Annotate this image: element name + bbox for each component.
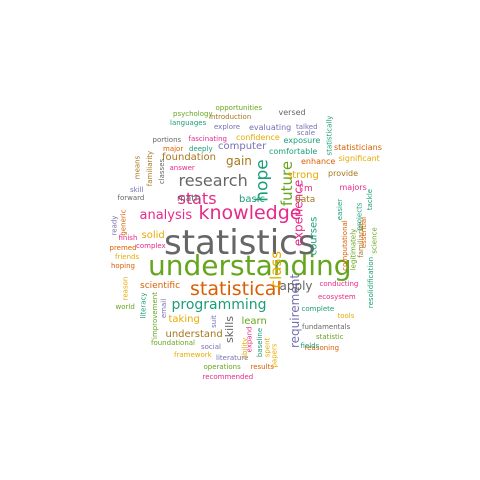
word: portions xyxy=(152,135,182,144)
word: fundamentals xyxy=(302,322,351,331)
word: computational xyxy=(340,219,349,271)
word: computer xyxy=(218,141,267,152)
word: programming xyxy=(171,297,267,313)
word: generic xyxy=(119,208,128,236)
word: friends xyxy=(115,252,140,261)
word: easier xyxy=(335,198,344,220)
word: tackle xyxy=(365,188,374,210)
word: confidence xyxy=(236,133,280,142)
word: solid xyxy=(141,230,165,241)
word: improvement xyxy=(150,291,159,339)
word: deeply xyxy=(189,144,213,153)
word: opportunities xyxy=(215,103,263,112)
word: framework xyxy=(174,350,212,359)
word: evaluating xyxy=(249,123,292,132)
word: premed xyxy=(109,243,137,252)
word: literacy xyxy=(139,291,148,319)
word: world xyxy=(115,302,135,311)
word: ability xyxy=(240,337,249,359)
word: resolidification xyxy=(366,256,375,308)
word: basic xyxy=(239,194,265,205)
word: understanding xyxy=(148,249,352,282)
word: math xyxy=(177,193,201,204)
word: statistic xyxy=(316,332,344,341)
word: psychology xyxy=(173,109,213,118)
word: conducting xyxy=(319,279,359,288)
word: stats xyxy=(177,189,217,208)
word: statistical xyxy=(190,277,282,300)
word: majors xyxy=(339,183,367,192)
word: reasoning xyxy=(304,343,340,352)
word: analysis xyxy=(139,207,193,223)
word: science xyxy=(370,226,379,254)
word: major xyxy=(163,144,184,153)
word: ready xyxy=(110,215,119,235)
word: research xyxy=(178,171,248,190)
word: papers xyxy=(270,342,279,368)
word: answer xyxy=(169,163,195,172)
word: finish xyxy=(118,233,138,242)
word: statisticians xyxy=(334,143,382,152)
word: skill xyxy=(130,185,144,194)
word: social xyxy=(201,342,221,351)
word: complete xyxy=(301,304,335,313)
word: operations xyxy=(203,362,241,371)
word: taking xyxy=(168,314,200,325)
word: languages xyxy=(170,118,207,127)
word: statistically xyxy=(325,115,334,155)
word: explore xyxy=(214,122,241,131)
word: results xyxy=(250,362,274,371)
word: fields xyxy=(300,341,320,350)
word: hoping xyxy=(111,261,135,270)
word: projects xyxy=(355,202,364,230)
word: foundation xyxy=(162,152,216,163)
word: recommended xyxy=(202,372,254,381)
word: complex xyxy=(136,241,166,250)
word: literature xyxy=(216,353,249,362)
word: gain xyxy=(226,154,252,168)
word: scale xyxy=(297,128,316,137)
word: tools xyxy=(337,311,355,320)
word: ecosystem xyxy=(318,292,356,301)
word: scientific xyxy=(140,280,181,291)
word: significant xyxy=(338,154,380,163)
word: understand xyxy=(165,329,223,340)
word: knowledge xyxy=(198,201,302,224)
word: strong xyxy=(287,170,319,181)
word: familiarity xyxy=(145,150,154,186)
word: apply xyxy=(279,279,313,293)
word: statistics xyxy=(164,223,316,263)
word: learn xyxy=(241,316,267,327)
word: courses xyxy=(307,216,319,256)
word: means xyxy=(133,155,142,179)
word: data xyxy=(295,194,316,205)
word: enhance xyxy=(301,157,336,166)
word: skills xyxy=(222,315,236,343)
word: forward xyxy=(117,193,145,202)
word: comfortable xyxy=(269,147,318,156)
word: provide xyxy=(328,169,359,178)
word: email xyxy=(159,298,168,318)
word: i'm xyxy=(299,183,313,194)
word: fascinating xyxy=(188,134,228,143)
word: foundational xyxy=(151,338,195,347)
word: reason xyxy=(121,276,130,300)
word: suit xyxy=(209,314,218,328)
word: introduction xyxy=(209,112,252,121)
word: versed xyxy=(278,108,306,117)
word: exposure xyxy=(283,136,321,145)
word: classes xyxy=(157,158,166,184)
word: talked xyxy=(296,122,318,131)
